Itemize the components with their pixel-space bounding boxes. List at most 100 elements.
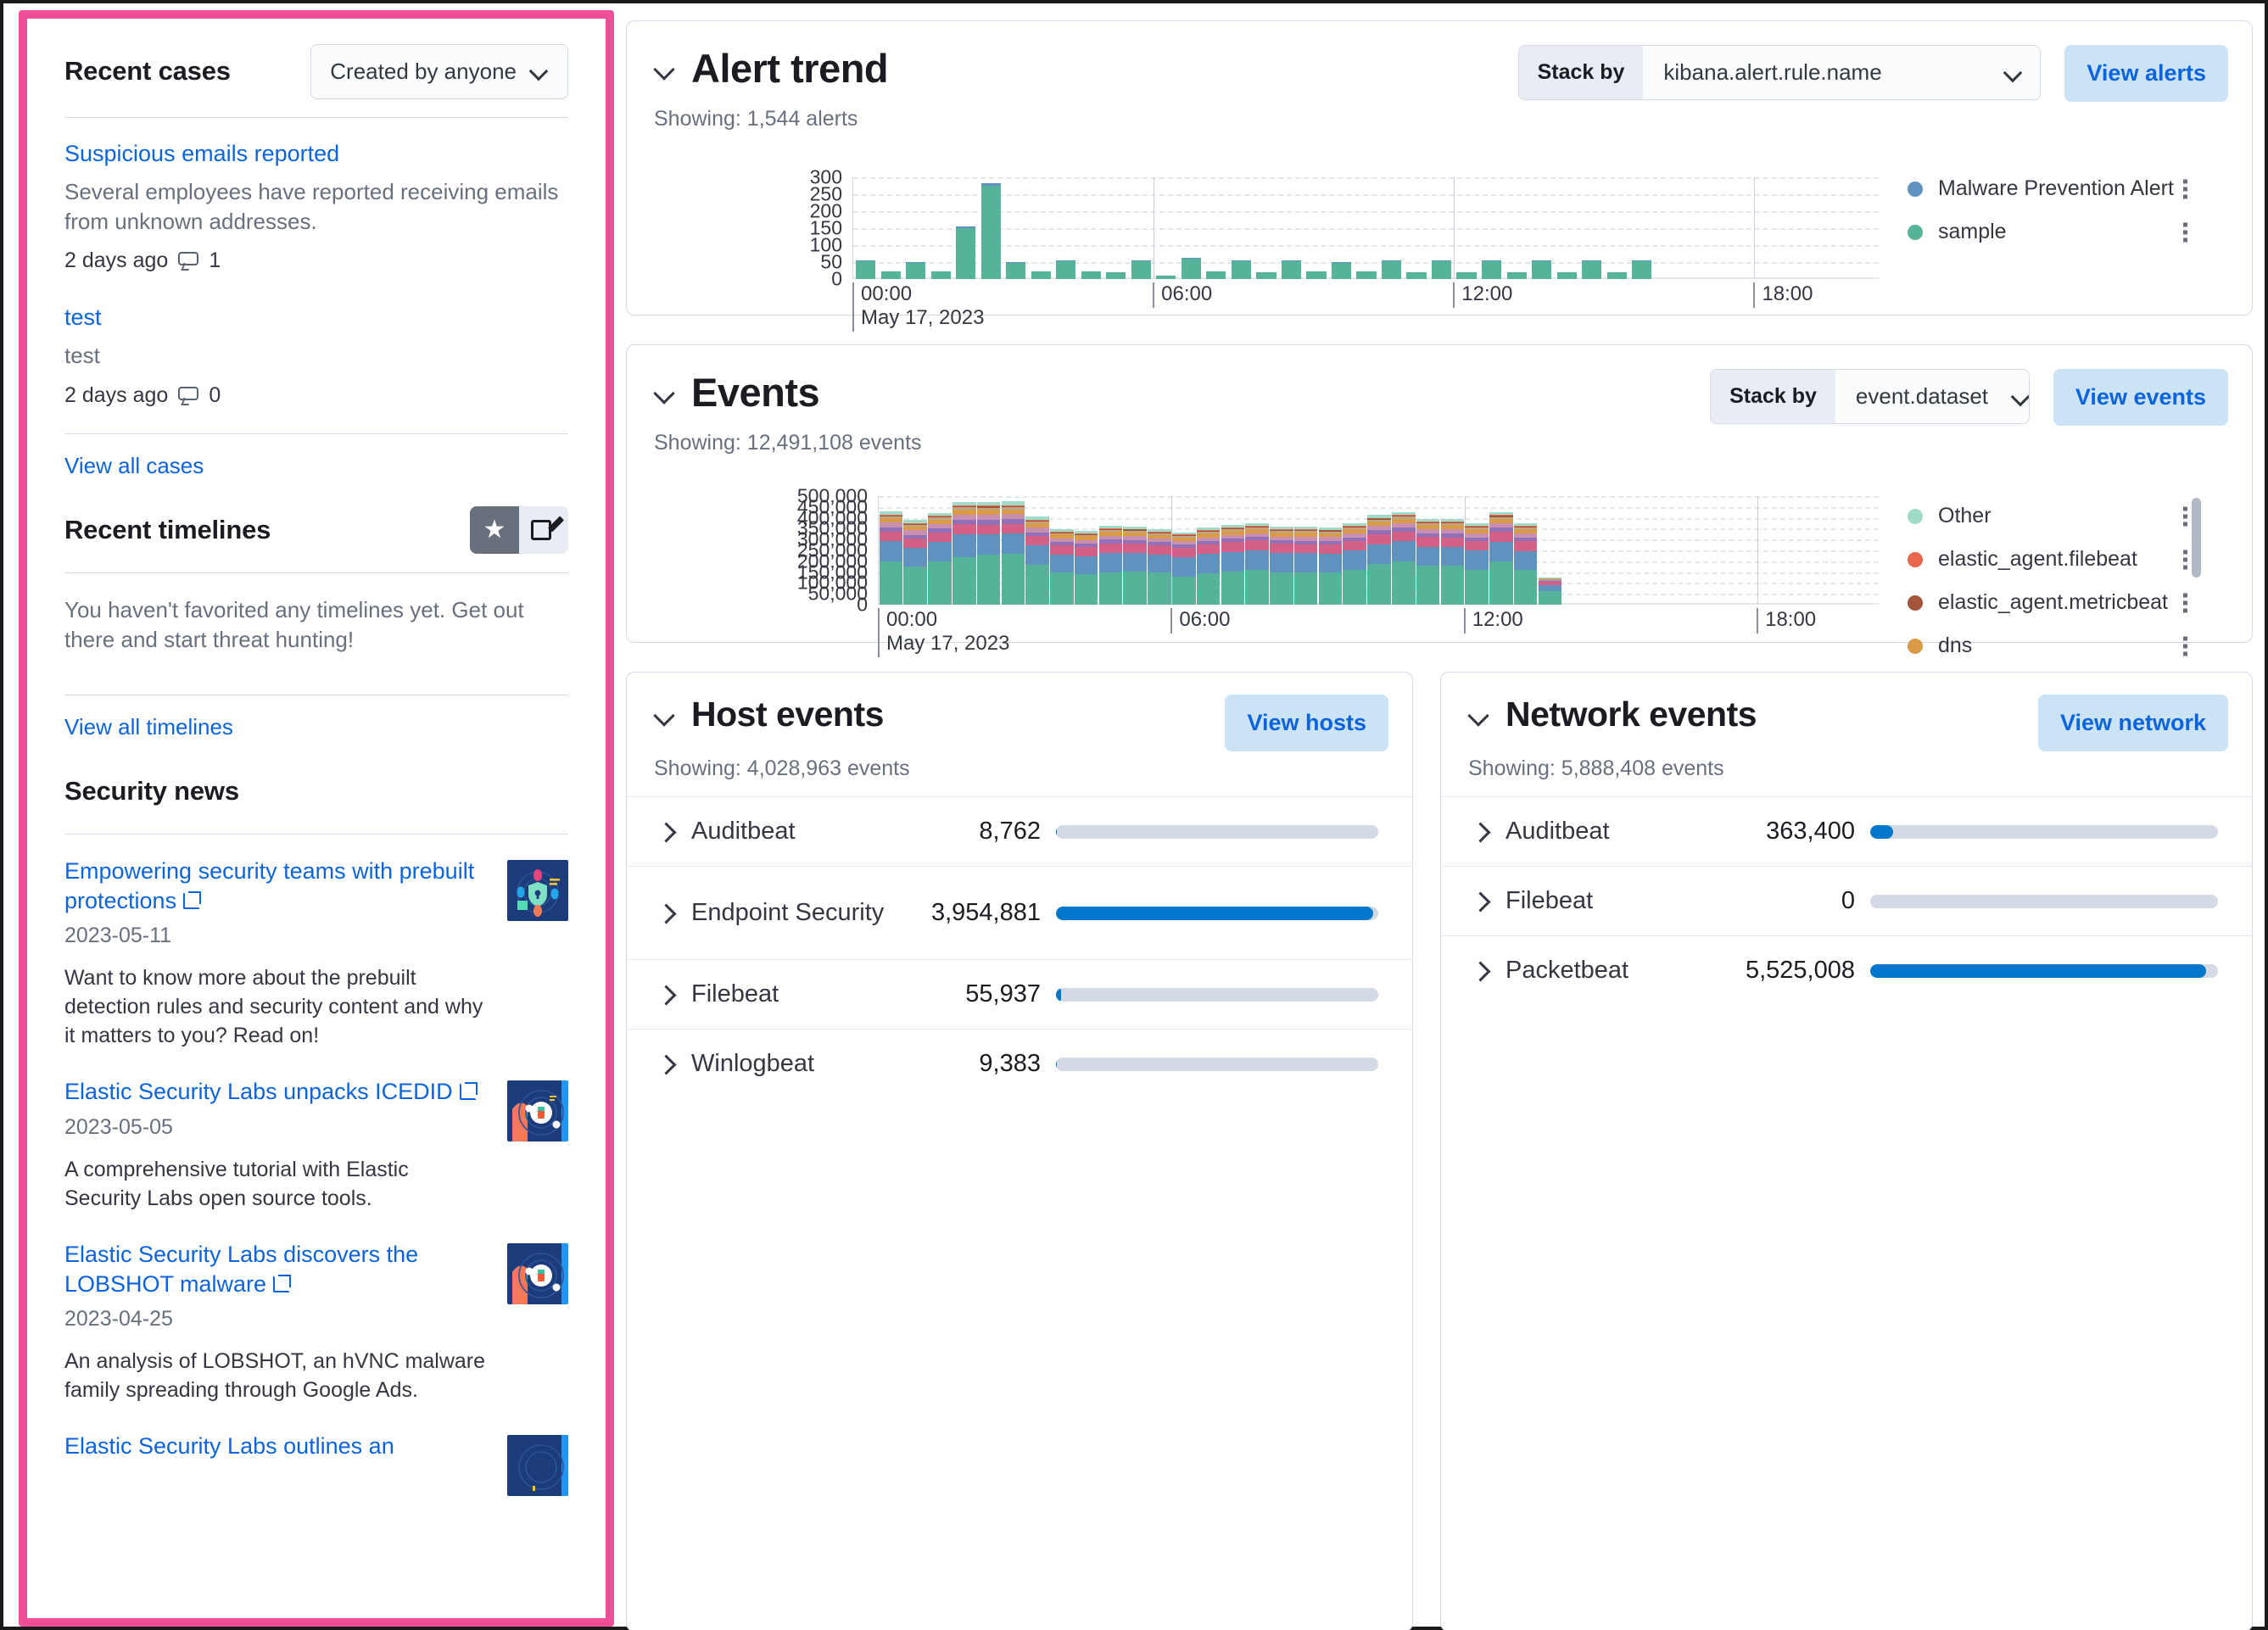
chart-bar[interactable] bbox=[1356, 271, 1377, 279]
chart-bar[interactable] bbox=[1406, 271, 1427, 279]
chart-bar[interactable] bbox=[1416, 518, 1440, 605]
chart-bar[interactable] bbox=[1206, 271, 1226, 279]
chart-bar[interactable] bbox=[1231, 260, 1251, 279]
chart-bar[interactable] bbox=[906, 261, 926, 279]
chart-bar[interactable] bbox=[1556, 271, 1577, 279]
chart-bar[interactable] bbox=[1367, 514, 1391, 605]
chart-bar[interactable] bbox=[1081, 271, 1101, 279]
alert-trend-title-group[interactable]: Alert trend bbox=[627, 45, 889, 92]
chart-bar[interactable] bbox=[1031, 271, 1051, 279]
legend-item[interactable]: sample bbox=[1908, 210, 2187, 254]
news-title-link[interactable]: Elastic Security Labs outlines an bbox=[64, 1433, 394, 1460]
chart-bar[interactable] bbox=[1306, 271, 1327, 279]
chevron-right-icon[interactable] bbox=[1470, 890, 1492, 913]
chevron-right-icon[interactable] bbox=[656, 821, 678, 843]
chart-bar[interactable] bbox=[1606, 271, 1627, 279]
chart-bar[interactable] bbox=[1532, 260, 1552, 279]
chevron-down-icon[interactable] bbox=[654, 704, 676, 726]
chart-bar[interactable] bbox=[1281, 260, 1302, 279]
chart-bar[interactable] bbox=[1331, 261, 1352, 279]
chart-bar[interactable] bbox=[1196, 528, 1221, 605]
news-item[interactable]: Elastic Security Labs outlines an bbox=[64, 1410, 568, 1501]
alert-stack-by-select[interactable]: Stack by kibana.alert.rule.name bbox=[1517, 45, 2042, 100]
events-title-group[interactable]: Events bbox=[627, 369, 820, 416]
events-chart[interactable]: 0 50,000 100,000 150,000 200,000 250,000 300,0… bbox=[627, 483, 2254, 657]
case-item[interactable]: Suspicious emails reported Several emplo… bbox=[64, 118, 568, 282]
view-hosts-button[interactable]: View hosts bbox=[1225, 695, 1388, 751]
legend-item[interactable]: Other bbox=[1908, 494, 2187, 538]
legend-drag-handle-icon[interactable] bbox=[2183, 222, 2187, 242]
chart-bar[interactable] bbox=[1148, 529, 1171, 605]
chart-bar[interactable] bbox=[1006, 261, 1026, 279]
chart-bar[interactable] bbox=[1256, 271, 1276, 279]
chart-bar[interactable] bbox=[1506, 271, 1527, 279]
chart-bar[interactable] bbox=[1431, 260, 1452, 279]
case-title-link[interactable]: Suspicious emails reported bbox=[64, 141, 340, 166]
chart-bar[interactable] bbox=[1381, 260, 1402, 279]
network-events-title-group[interactable]: Network events bbox=[1441, 695, 1757, 734]
view-events-button[interactable]: View events bbox=[2053, 369, 2228, 426]
chart-bar[interactable] bbox=[1456, 271, 1477, 279]
legend-drag-handle-icon[interactable] bbox=[2183, 179, 2187, 198]
favorite-timelines-button[interactable]: ★ bbox=[470, 505, 519, 554]
chart-bar[interactable] bbox=[1440, 518, 1465, 605]
chart-bar[interactable] bbox=[1221, 524, 1245, 605]
chevron-down-icon[interactable] bbox=[1468, 704, 1490, 726]
view-network-button[interactable]: View network bbox=[2037, 695, 2228, 751]
chart-bar[interactable] bbox=[1001, 501, 1025, 605]
chart-bar[interactable] bbox=[879, 511, 903, 605]
chart-bar[interactable] bbox=[1098, 526, 1123, 605]
legend-item[interactable]: dns bbox=[1908, 624, 2187, 667]
new-timeline-button[interactable] bbox=[519, 505, 568, 554]
host-events-title-group[interactable]: Host events bbox=[627, 695, 884, 734]
chart-bar[interactable] bbox=[903, 520, 927, 605]
table-row[interactable]: Filebeat 0 bbox=[1441, 866, 2252, 935]
chart-bar[interactable] bbox=[1025, 516, 1049, 605]
legend-drag-handle-icon[interactable] bbox=[2183, 636, 2187, 656]
news-item[interactable]: Empowering security teams with prebuilt … bbox=[64, 835, 568, 1055]
chart-bar[interactable] bbox=[1050, 528, 1074, 605]
chart-bar[interactable] bbox=[1171, 532, 1196, 605]
view-alerts-button[interactable]: View alerts bbox=[2064, 45, 2228, 102]
chevron-down-icon[interactable] bbox=[654, 382, 676, 404]
case-item[interactable]: test test 2 days ago 0 bbox=[64, 282, 568, 416]
chevron-right-icon[interactable] bbox=[1470, 960, 1492, 982]
legend-scrollbar[interactable] bbox=[2192, 498, 2201, 578]
chart-bar[interactable] bbox=[1343, 522, 1366, 605]
legend-item[interactable]: elastic_agent.metricbeat bbox=[1908, 581, 2187, 624]
chart-bar[interactable] bbox=[1074, 530, 1098, 605]
legend-item[interactable]: elastic_agent.filebeat bbox=[1908, 538, 2187, 581]
chart-bar[interactable] bbox=[952, 501, 976, 605]
chart-bar[interactable] bbox=[856, 260, 876, 279]
chevron-right-icon[interactable] bbox=[1470, 821, 1492, 843]
chart-bar[interactable] bbox=[1056, 260, 1076, 279]
chart-bar[interactable] bbox=[1513, 522, 1538, 605]
chart-bar[interactable] bbox=[928, 512, 952, 605]
created-by-filter-button[interactable]: Created by anyone bbox=[310, 43, 568, 99]
table-row[interactable]: Auditbeat 8,762 bbox=[627, 796, 1412, 866]
chart-bar[interactable] bbox=[1582, 260, 1602, 279]
chart-bar[interactable] bbox=[1391, 511, 1416, 605]
chart-bar[interactable] bbox=[1482, 260, 1502, 279]
chevron-down-icon[interactable] bbox=[654, 58, 676, 80]
chart-bar[interactable] bbox=[1106, 271, 1126, 279]
table-row[interactable]: Endpoint Security 3,954,881 bbox=[627, 866, 1412, 959]
news-title-link[interactable]: Elastic Security Labs unpacks ICEDID bbox=[64, 1079, 453, 1105]
chart-bar[interactable] bbox=[1293, 527, 1318, 605]
chart-bar[interactable] bbox=[1156, 275, 1176, 279]
chart-bar[interactable] bbox=[1245, 522, 1269, 605]
chart-bar[interactable] bbox=[880, 271, 901, 279]
chart-bar[interactable] bbox=[976, 502, 1001, 605]
chart-bar[interactable] bbox=[1123, 526, 1147, 605]
chart-bar[interactable] bbox=[1181, 257, 1201, 279]
chart-bar[interactable] bbox=[1465, 523, 1489, 605]
events-stack-by-value-wrap[interactable]: event.dataset bbox=[1835, 370, 2029, 423]
view-all-timelines-link[interactable]: View all timelines bbox=[64, 714, 233, 740]
chevron-right-icon[interactable] bbox=[656, 1053, 678, 1075]
legend-drag-handle-icon[interactable] bbox=[2183, 506, 2187, 526]
plot-area[interactable] bbox=[878, 496, 1879, 605]
chart-bar[interactable] bbox=[956, 226, 976, 279]
events-stack-by-select[interactable]: Stack by event.dataset bbox=[1710, 369, 2030, 424]
table-row[interactable]: Packetbeat 5,525,008 bbox=[1441, 935, 2252, 1005]
chart-bar[interactable] bbox=[1318, 527, 1343, 605]
